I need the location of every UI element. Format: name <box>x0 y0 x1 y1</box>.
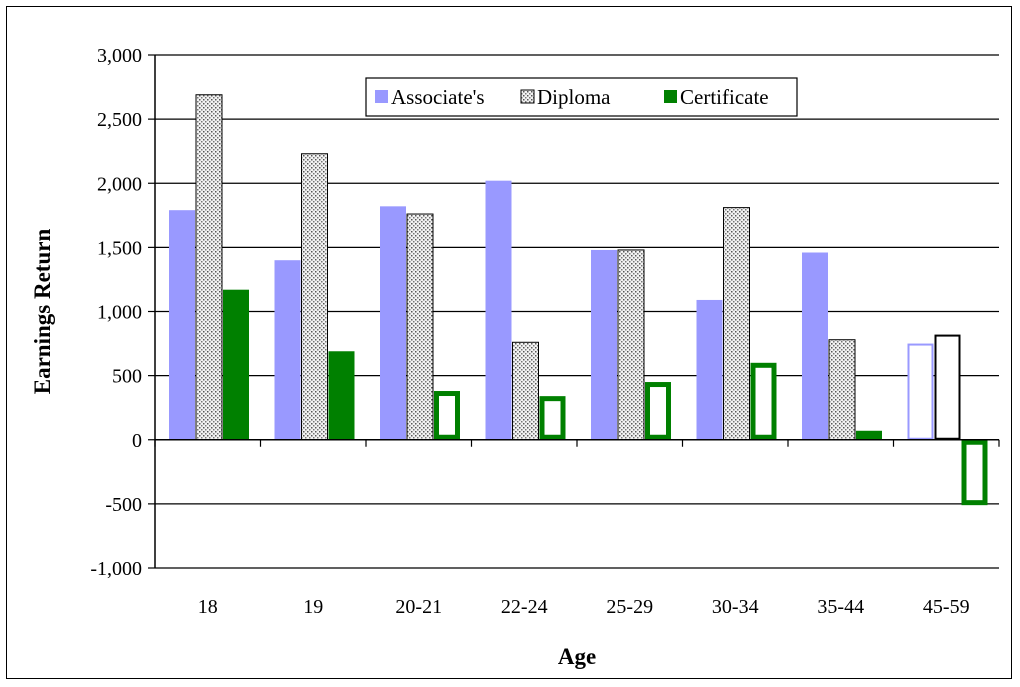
bar-associate-s-18 <box>169 210 195 440</box>
x-tick-label-25-29: 25-29 <box>606 596 653 618</box>
y-tick-label-3-000: 3,000 <box>97 45 142 67</box>
x-tick-label-19: 19 <box>303 596 323 618</box>
legend-box <box>365 77 798 117</box>
y-tick-label-1-500: 1,500 <box>97 237 142 259</box>
bar-diploma-19 <box>301 153 328 441</box>
legend-swatch-certificate <box>664 90 677 103</box>
legend-label-associates: Associate's <box>391 85 485 109</box>
axes <box>148 54 1000 569</box>
bar-certificate-35-44 <box>856 430 882 440</box>
x-axis-title: Age <box>558 644 596 669</box>
bar-associate-s-45-59 <box>907 343 934 440</box>
bar-diploma-18 <box>195 94 223 441</box>
bar-certificate-22-24 <box>539 396 566 440</box>
bar-diploma-20-21 <box>406 213 434 441</box>
bar-diploma-45-59 <box>934 334 961 440</box>
bar-diploma-35-44 <box>828 339 856 441</box>
bar-certificate-45-59 <box>961 439 988 506</box>
bar-associate-s-25-29 <box>591 249 617 440</box>
legend: Associate's Diploma Certificate <box>365 77 798 117</box>
bar-chart: -1,000-50005001,0001,5002,0002,5003,000 … <box>30 45 1000 669</box>
y-tick-label-2-000: 2,000 <box>97 173 142 195</box>
bar-certificate-20-21 <box>434 391 460 440</box>
y-tick-label-500: 500 <box>112 366 142 388</box>
x-tick-labels: 18 19 20-21 22-24 25-29 30-34 35-44 45-59 <box>198 596 970 618</box>
bar-associate-s-20-21 <box>380 206 406 440</box>
x-tick-label-20-21: 20-21 <box>395 596 442 618</box>
bar-certificate-25-29 <box>645 382 671 440</box>
bar-diploma-22-24 <box>512 341 539 441</box>
bar-associate-s-22-24 <box>485 180 512 440</box>
y-tick-label-1-000: -1,000 <box>90 558 142 580</box>
bars-group <box>169 94 988 506</box>
bar-associate-s-35-44 <box>802 252 828 440</box>
x-tick-label-45-59: 45-59 <box>923 596 970 618</box>
bar-certificate-30-34 <box>750 362 777 440</box>
x-tick-label-22-24: 22-24 <box>501 596 548 618</box>
bar-diploma-25-29 <box>617 249 645 441</box>
legend-label-certificate: Certificate <box>680 85 769 109</box>
y-tick-labels: -1,000 -500 0 500 1,000 1,500 2,000 2,500 3,000 <box>90 45 142 580</box>
legend-swatch-associates <box>375 90 388 103</box>
bar-diploma-30-34 <box>723 207 750 441</box>
bar-associate-s-30-34 <box>696 299 723 440</box>
y-tick-label-500: -500 <box>105 494 142 516</box>
y-axis-title: Earnings Return <box>30 229 55 395</box>
x-tick-label-18: 18 <box>198 596 218 618</box>
y-tick-label-2-500: 2,500 <box>97 109 142 131</box>
bar-certificate-18 <box>223 289 249 440</box>
chart-frame: -1,000 -500 0 500 1,000 1,500 2,000 2,500 3,000 … <box>6 6 1012 679</box>
bar-associate-s-19 <box>274 260 301 440</box>
y-tick-label-1-000: 1,000 <box>97 302 142 324</box>
legend-label-diploma: Diploma <box>537 85 611 109</box>
legend-swatch-diploma <box>520 89 535 104</box>
x-tick-label-35-44: 35-44 <box>817 596 864 618</box>
x-tick-label-30-34: 30-34 <box>712 596 759 618</box>
bar-certificate-19 <box>328 351 355 440</box>
y-tick-label-0: 0 <box>132 430 142 452</box>
